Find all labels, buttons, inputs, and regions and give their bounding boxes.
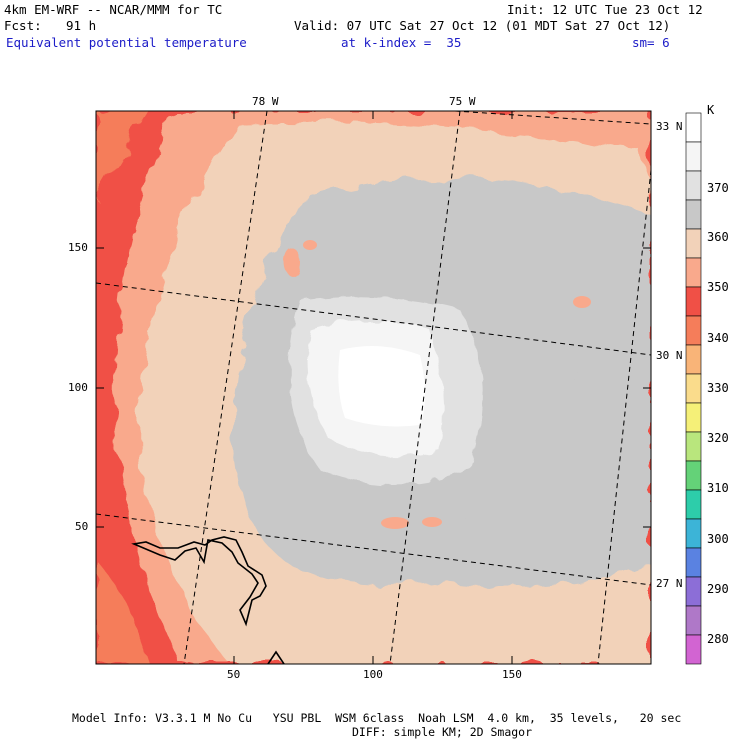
forecast-hours: 91 h: [66, 18, 97, 33]
lat-label-33n: 33 N: [656, 120, 683, 133]
coastline: [131, 536, 267, 627]
diffusion-info: DIFF: simple KM; 2D Smagor: [352, 725, 533, 739]
colorbar-swatch: [685, 634, 702, 665]
colorbar-label-360: 360: [707, 230, 729, 244]
x-tick-100: 100: [363, 668, 383, 681]
colorbar-swatch: [685, 547, 702, 578]
colorbar-swatch: [685, 431, 702, 462]
colorbar-label-350: 350: [707, 280, 729, 294]
lat-label-27n: 27 N: [656, 577, 683, 590]
colorbar-swatch: [685, 489, 702, 520]
colorbar-swatch: [685, 373, 702, 404]
colorbar-unit: K: [707, 103, 715, 117]
theta-e-field: [96, 111, 651, 664]
smoothing-info: sm= 6: [632, 35, 670, 50]
colorbar-swatch: [685, 402, 702, 433]
colorbar-label-290: 290: [707, 582, 729, 596]
colorbar-swatch: [685, 286, 702, 317]
colorbar-swatch: [685, 518, 702, 549]
colorbar-label-280: 280: [707, 632, 729, 646]
lon-label-78w: 78 W: [252, 95, 279, 108]
x-tick-50: 50: [227, 668, 241, 681]
colorbar-swatch: [685, 315, 702, 346]
colorbar-label-300: 300: [707, 532, 729, 546]
colorbar-swatch: [685, 141, 702, 172]
colorbar-label-370: 370: [707, 181, 729, 195]
colorbar-swatch: [685, 257, 702, 288]
forecast-label: Fcst:: [4, 18, 42, 33]
colorbar-swatch: [685, 460, 702, 491]
colorbar-swatch: [685, 228, 702, 259]
model-title: 4km EM-WRF -- NCAR/MMM for TC: [4, 2, 223, 17]
colorbar-label-330: 330: [707, 381, 729, 395]
colorbar-label-310: 310: [707, 481, 729, 495]
colorbar-label-320: 320: [707, 431, 729, 445]
field-name: Equivalent potential temperature: [6, 35, 247, 50]
colorbar-swatch: [685, 170, 702, 201]
level-info: at k-index = 35: [341, 35, 462, 50]
model-info: Model Info: V3.3.1 M No Cu YSU PBL WSM 6…: [72, 711, 682, 725]
valid-time: Valid: 07 UTC Sat 27 Oct 12 (01 MDT Sat …: [294, 18, 671, 33]
colorbar-label-340: 340: [707, 331, 729, 345]
y-tick-100: 100: [68, 381, 88, 394]
colorbar-swatch: [685, 112, 702, 143]
lon-label-75w: 75 W: [449, 95, 476, 108]
lat-label-30n: 30 N: [656, 349, 683, 362]
colorbar-swatch: [685, 576, 702, 607]
colorbar: [685, 112, 702, 665]
init-time: Init: 12 UTC Tue 23 Oct 12: [507, 2, 703, 17]
colorbar-swatch: [685, 199, 702, 230]
graticule: [96, 111, 651, 664]
x-tick-150: 150: [502, 668, 522, 681]
axis-ticks: [96, 111, 651, 664]
y-tick-50: 50: [75, 520, 89, 533]
colorbar-swatch: [685, 605, 702, 636]
y-tick-150: 150: [68, 241, 88, 254]
colorbar-swatch: [685, 344, 702, 375]
